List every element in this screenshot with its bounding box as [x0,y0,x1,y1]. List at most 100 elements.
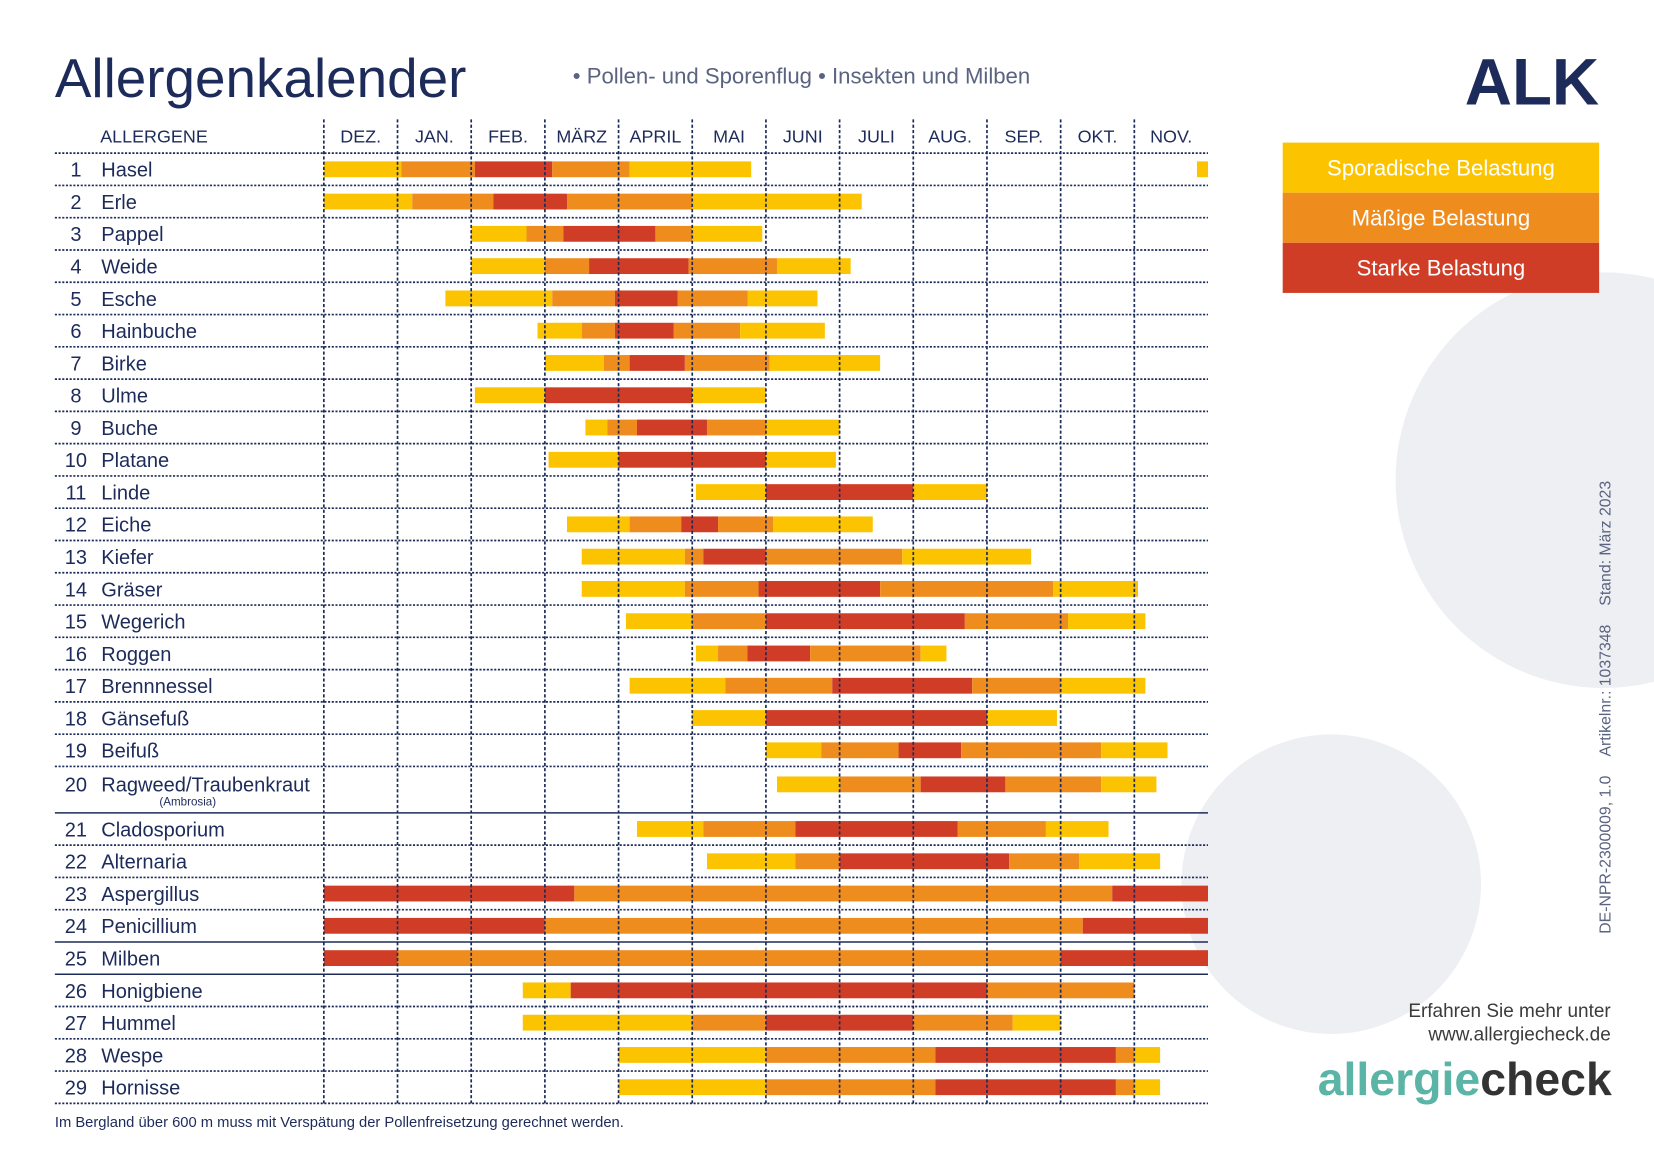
pollen-segment [629,516,682,533]
allergen-name: Hasel [101,160,152,182]
pollen-segment [1112,885,1209,902]
subtitle-item: Pollen- und Sporenflug [587,64,812,89]
month-label: OKT. [1078,127,1118,147]
month-label: FEB. [488,127,528,147]
pollen-segment [1101,776,1157,793]
allergen-name: Honigbiene [101,981,202,1003]
pollen-segment [581,548,685,565]
pollen-segment [769,355,881,371]
pollen-segment [673,322,741,339]
allergen-name: Platane [101,450,169,472]
pollen-segment [765,1079,936,1096]
row-number: 18 [65,708,87,730]
allergen-name: Ulme [101,386,148,408]
brand: allergiecheck [1318,1053,1612,1105]
pollen-segment [765,1047,936,1063]
pollen-segment [725,677,833,694]
pollen-segment [471,225,527,242]
row-number: 14 [65,579,87,601]
pollen-segment [1068,613,1146,630]
pollen-segment [544,355,604,371]
row-number: 12 [65,515,87,537]
legend-swatch [1282,242,1600,293]
month-label: MAI [713,127,745,147]
row-number: 23 [65,884,87,906]
pollen-segment [765,419,840,436]
row-number: 26 [65,981,87,1003]
pollen-segment [692,613,766,630]
pollen-segment [585,419,608,436]
info-text: Erfahren Sie mehr unter [1408,1001,1610,1022]
pollen-segment [810,645,921,662]
pollen-segment [614,290,678,307]
pollen-segment [773,516,873,533]
pollen-segment [323,161,402,178]
pollen-segment [1079,853,1161,870]
pollen-segment [544,917,1083,934]
month-label: JULI [858,127,895,147]
pollen-segment [913,484,987,500]
allergen-name: Esche [101,289,157,311]
pollen-segment [522,1014,693,1031]
pollen-segment [961,742,1102,759]
allergen-name: Roggen [101,644,171,666]
pollen-segment [964,613,1069,630]
side-text: DE-NPR-2300009, 1.0 Artikelnr.: 1037348 St… [1598,481,1615,934]
pollen-segment [776,776,840,793]
pollen-segment [692,225,763,242]
pollen-segment [1012,1014,1061,1031]
pollen-segment [614,322,674,339]
allergen-name: Gänsefuß [101,708,189,730]
allergen-name: Buche [101,418,158,440]
info-url: www.allergiecheck.de [1427,1024,1610,1045]
pollen-segment [474,161,553,178]
pollen-segment [935,1079,1116,1096]
month-label: APRIL [630,127,682,147]
pollen-segment [692,193,862,210]
pollen-segment [629,355,685,371]
pollen-segment [706,419,766,436]
pollen-segment [566,516,630,533]
pollen-segment [765,548,903,565]
allergen-name: Wespe [101,1045,163,1067]
side-item: Stand: März 2023 [1598,481,1615,606]
pollen-segment [765,451,836,468]
pollen-segment [636,821,704,837]
pollen-segment [684,355,770,371]
row-number: 22 [65,852,87,874]
pollen-segment [625,613,693,630]
pollen-segment [692,1014,766,1031]
allergen-name: Kiefer [101,547,154,569]
row-number: 11 [66,482,87,504]
row-number: 28 [65,1045,87,1067]
allergen-note: (Ambrosia) [159,795,216,808]
row-number: 8 [70,386,81,408]
legend-swatch [1282,142,1600,193]
pollen-segment [581,580,685,597]
pollen-segment [474,387,545,404]
allergen-name: Hummel [101,1013,176,1035]
row-number: 21 [65,819,87,841]
row-number: 3 [70,224,81,246]
decor-circle [1181,734,1482,1034]
pollen-segment [902,548,1032,565]
pollen-segment [681,516,719,533]
pollen-segment [747,290,818,307]
pollen-segment [688,258,777,275]
pollen-segment [795,821,958,837]
pollen-segment [1009,853,1080,870]
pollen-segment [740,322,825,339]
pollen-segment [986,710,1057,726]
pollen-segment [563,225,656,242]
pollen-segment [839,853,1010,870]
pollen-segment [445,290,553,307]
brand-part: check [1480,1053,1612,1105]
pollen-segment [703,821,796,837]
pollen-segment [544,258,590,275]
allergen-name: Linde [101,482,150,504]
row-number: 15 [65,612,87,634]
pollen-segment [765,484,914,500]
pollen-segment [548,451,619,468]
